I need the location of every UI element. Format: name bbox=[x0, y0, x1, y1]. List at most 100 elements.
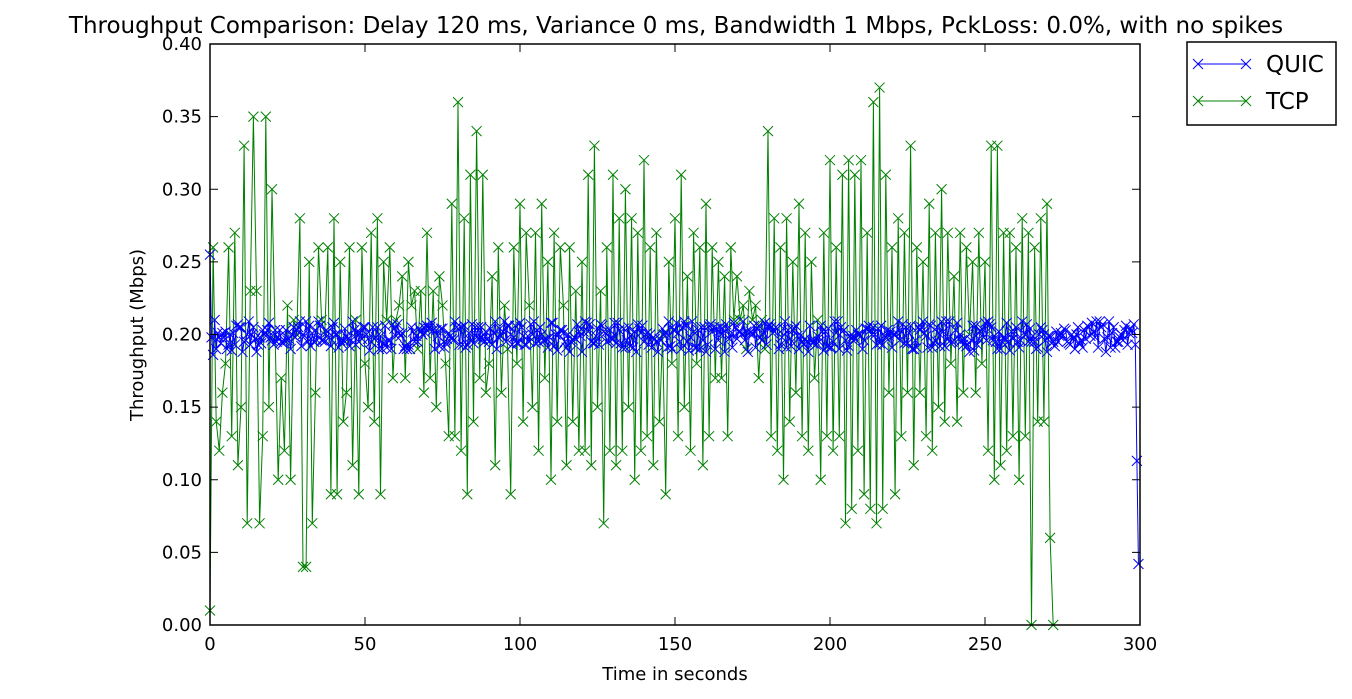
data-point-tcp bbox=[530, 227, 541, 239]
data-point-tcp bbox=[719, 271, 730, 282]
data-point-tcp bbox=[533, 445, 544, 457]
data-point-quic bbox=[858, 334, 870, 346]
data-point-tcp bbox=[871, 517, 882, 529]
data-point-quic bbox=[299, 330, 310, 342]
data-point-quic bbox=[785, 340, 797, 352]
data-point-tcp bbox=[567, 416, 579, 428]
data-point-quic bbox=[235, 321, 247, 333]
data-point-quic bbox=[1055, 327, 1067, 339]
x-tick-label: 300 bbox=[1123, 634, 1157, 655]
data-point-quic bbox=[919, 327, 930, 339]
legend-box bbox=[1186, 41, 1337, 126]
data-point-quic bbox=[590, 330, 602, 342]
data-point-tcp bbox=[830, 241, 842, 253]
data-point-quic bbox=[804, 320, 816, 332]
data-point-quic bbox=[1049, 340, 1061, 352]
data-point-tcp bbox=[226, 430, 238, 442]
data-point-quic bbox=[576, 346, 588, 358]
data-point-tcp bbox=[421, 227, 433, 239]
data-point-quic bbox=[660, 327, 672, 339]
data-point-quic bbox=[562, 329, 574, 340]
data-point-quic bbox=[1097, 318, 1109, 330]
data-point-quic bbox=[491, 343, 503, 355]
data-point-quic bbox=[393, 327, 405, 339]
data-point-tcp bbox=[399, 372, 411, 384]
data-point-quic bbox=[593, 339, 605, 351]
data-point-quic bbox=[728, 317, 740, 329]
data-point-quic bbox=[471, 332, 482, 343]
data-point-quic bbox=[243, 316, 255, 327]
data-point-quic bbox=[700, 346, 712, 358]
data-point-quic bbox=[582, 326, 594, 337]
data-point-quic bbox=[534, 321, 546, 333]
data-point-quic bbox=[251, 346, 262, 358]
y-tick-label: 0.25 bbox=[162, 252, 202, 273]
data-point-tcp bbox=[620, 183, 631, 195]
data-point-tcp bbox=[496, 387, 507, 398]
data-point-tcp bbox=[954, 227, 966, 239]
data-point-tcp bbox=[629, 474, 641, 486]
data-point-quic bbox=[968, 345, 980, 356]
data-point-tcp bbox=[982, 445, 994, 457]
data-point-tcp bbox=[691, 358, 703, 369]
ticks-layer: 0 50 100 150 200 250 300 0.00 0.05 0.10 0.15 0.20 0.… bbox=[162, 34, 1157, 655]
data-point-quic bbox=[974, 326, 986, 337]
data-point-tcp bbox=[595, 285, 606, 297]
data-point-tcp bbox=[632, 227, 644, 239]
data-point-tcp bbox=[651, 227, 662, 239]
data-point-tcp bbox=[266, 183, 278, 195]
data-point-tcp bbox=[406, 300, 417, 311]
plot-frame bbox=[209, 43, 1141, 626]
data-point-tcp bbox=[737, 300, 749, 311]
data-point-tcp bbox=[232, 459, 244, 471]
data-point-quic bbox=[827, 336, 839, 348]
data-point-tcp bbox=[883, 387, 895, 398]
data-point-quic bbox=[1092, 342, 1104, 353]
data-point-tcp bbox=[802, 445, 814, 457]
data-point-quic bbox=[492, 332, 504, 343]
data-point-quic bbox=[1123, 327, 1135, 339]
data-point-tcp bbox=[607, 169, 619, 181]
data-point-quic bbox=[592, 323, 603, 335]
data-point-tcp bbox=[570, 285, 582, 297]
data-point-tcp bbox=[973, 227, 985, 239]
data-point-quic bbox=[694, 343, 706, 355]
data-point-quic bbox=[832, 316, 844, 327]
data-point-quic bbox=[637, 320, 648, 332]
data-point-tcp bbox=[818, 227, 830, 239]
data-point-tcp bbox=[942, 227, 954, 239]
data-point-tcp bbox=[1041, 198, 1053, 210]
data-point-tcp bbox=[260, 111, 272, 122]
data-point-quic bbox=[556, 324, 568, 336]
data-point-quic bbox=[347, 316, 358, 327]
data-point-tcp bbox=[685, 445, 696, 457]
data-point-tcp bbox=[285, 474, 296, 486]
data-point-quic bbox=[682, 336, 693, 348]
data-point-quic bbox=[908, 343, 920, 355]
data-point-tcp bbox=[740, 343, 752, 355]
data-point-quic bbox=[823, 323, 834, 335]
data-point-tcp bbox=[806, 256, 817, 268]
data-point-quic bbox=[289, 332, 301, 343]
data-point-tcp bbox=[731, 271, 743, 282]
data-point-quic bbox=[830, 327, 842, 339]
data-point-tcp bbox=[722, 430, 734, 442]
data-point-tcp bbox=[644, 241, 656, 253]
data-point-quic bbox=[668, 324, 679, 336]
data-point-tcp bbox=[970, 387, 982, 398]
data-point-quic bbox=[542, 342, 554, 353]
data-point-quic bbox=[443, 327, 455, 339]
data-point-tcp bbox=[523, 300, 535, 311]
legend-entry-quic: QUIC bbox=[1192, 52, 1324, 78]
data-point-quic bbox=[764, 318, 775, 330]
data-point-tcp bbox=[765, 430, 777, 442]
data-point-quic bbox=[1072, 321, 1084, 333]
data-point-quic bbox=[327, 321, 338, 333]
data-point-quic bbox=[609, 317, 620, 329]
data-point-quic bbox=[387, 318, 399, 330]
data-point-quic bbox=[328, 317, 340, 329]
data-point-tcp bbox=[824, 154, 836, 166]
data-point-tcp bbox=[390, 314, 402, 326]
data-point-tcp bbox=[638, 154, 650, 166]
